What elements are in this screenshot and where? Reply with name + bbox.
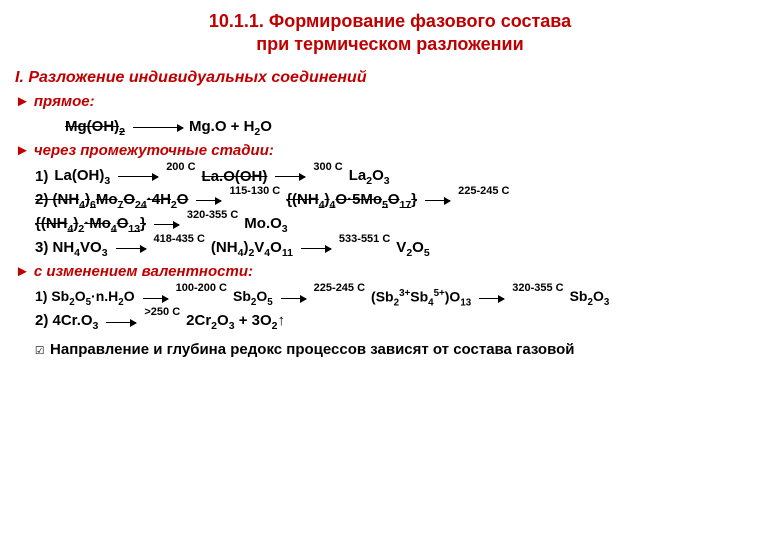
check-icon: ☑ (35, 340, 44, 358)
title: 10.1.1. Формирование фазового состава пр… (15, 10, 765, 57)
eq-sb: 1) Sb2O5·n.H2O 100-200 C Sb2O5 225-245 C… (35, 288, 765, 308)
eq-nh4vo3: 3) NH4VO3 418-435 C (NH4)2V4O11 533-551 … (35, 239, 765, 259)
title-line2: при термическом разложении (256, 34, 523, 54)
eq-la: 1) La(OH)3 200 C La.O(OH) 300 C La2O3 (35, 167, 765, 187)
eq-nh4mo: 2) (NH4)6Mo7O24·4H2O 115-130 C {(NH4)4O·… (35, 191, 765, 211)
eq-cr: 2) 4Cr.O3 >250 C 2Cr2O3 + 3O2↑ (35, 312, 765, 332)
sub-valence: ►с изменением валентности: (15, 263, 765, 280)
sub-direct: ►прямое: (15, 93, 765, 110)
title-line1: 10.1.1. Формирование фазового состава (209, 11, 571, 31)
eq-mg: Mg(OH)2 Mg.O + H2O (35, 118, 765, 138)
section-1: I. Разложение индивидуальных соединений (15, 69, 765, 87)
note: ☑Направление и глубина редокс процессов … (35, 340, 765, 358)
eq-nh4mo2: {(NH4)2·Mo4O13} 320-355 C Mo.O3 (35, 215, 765, 235)
sub-intermediate: ►через промежуточные стадии: (15, 142, 765, 159)
